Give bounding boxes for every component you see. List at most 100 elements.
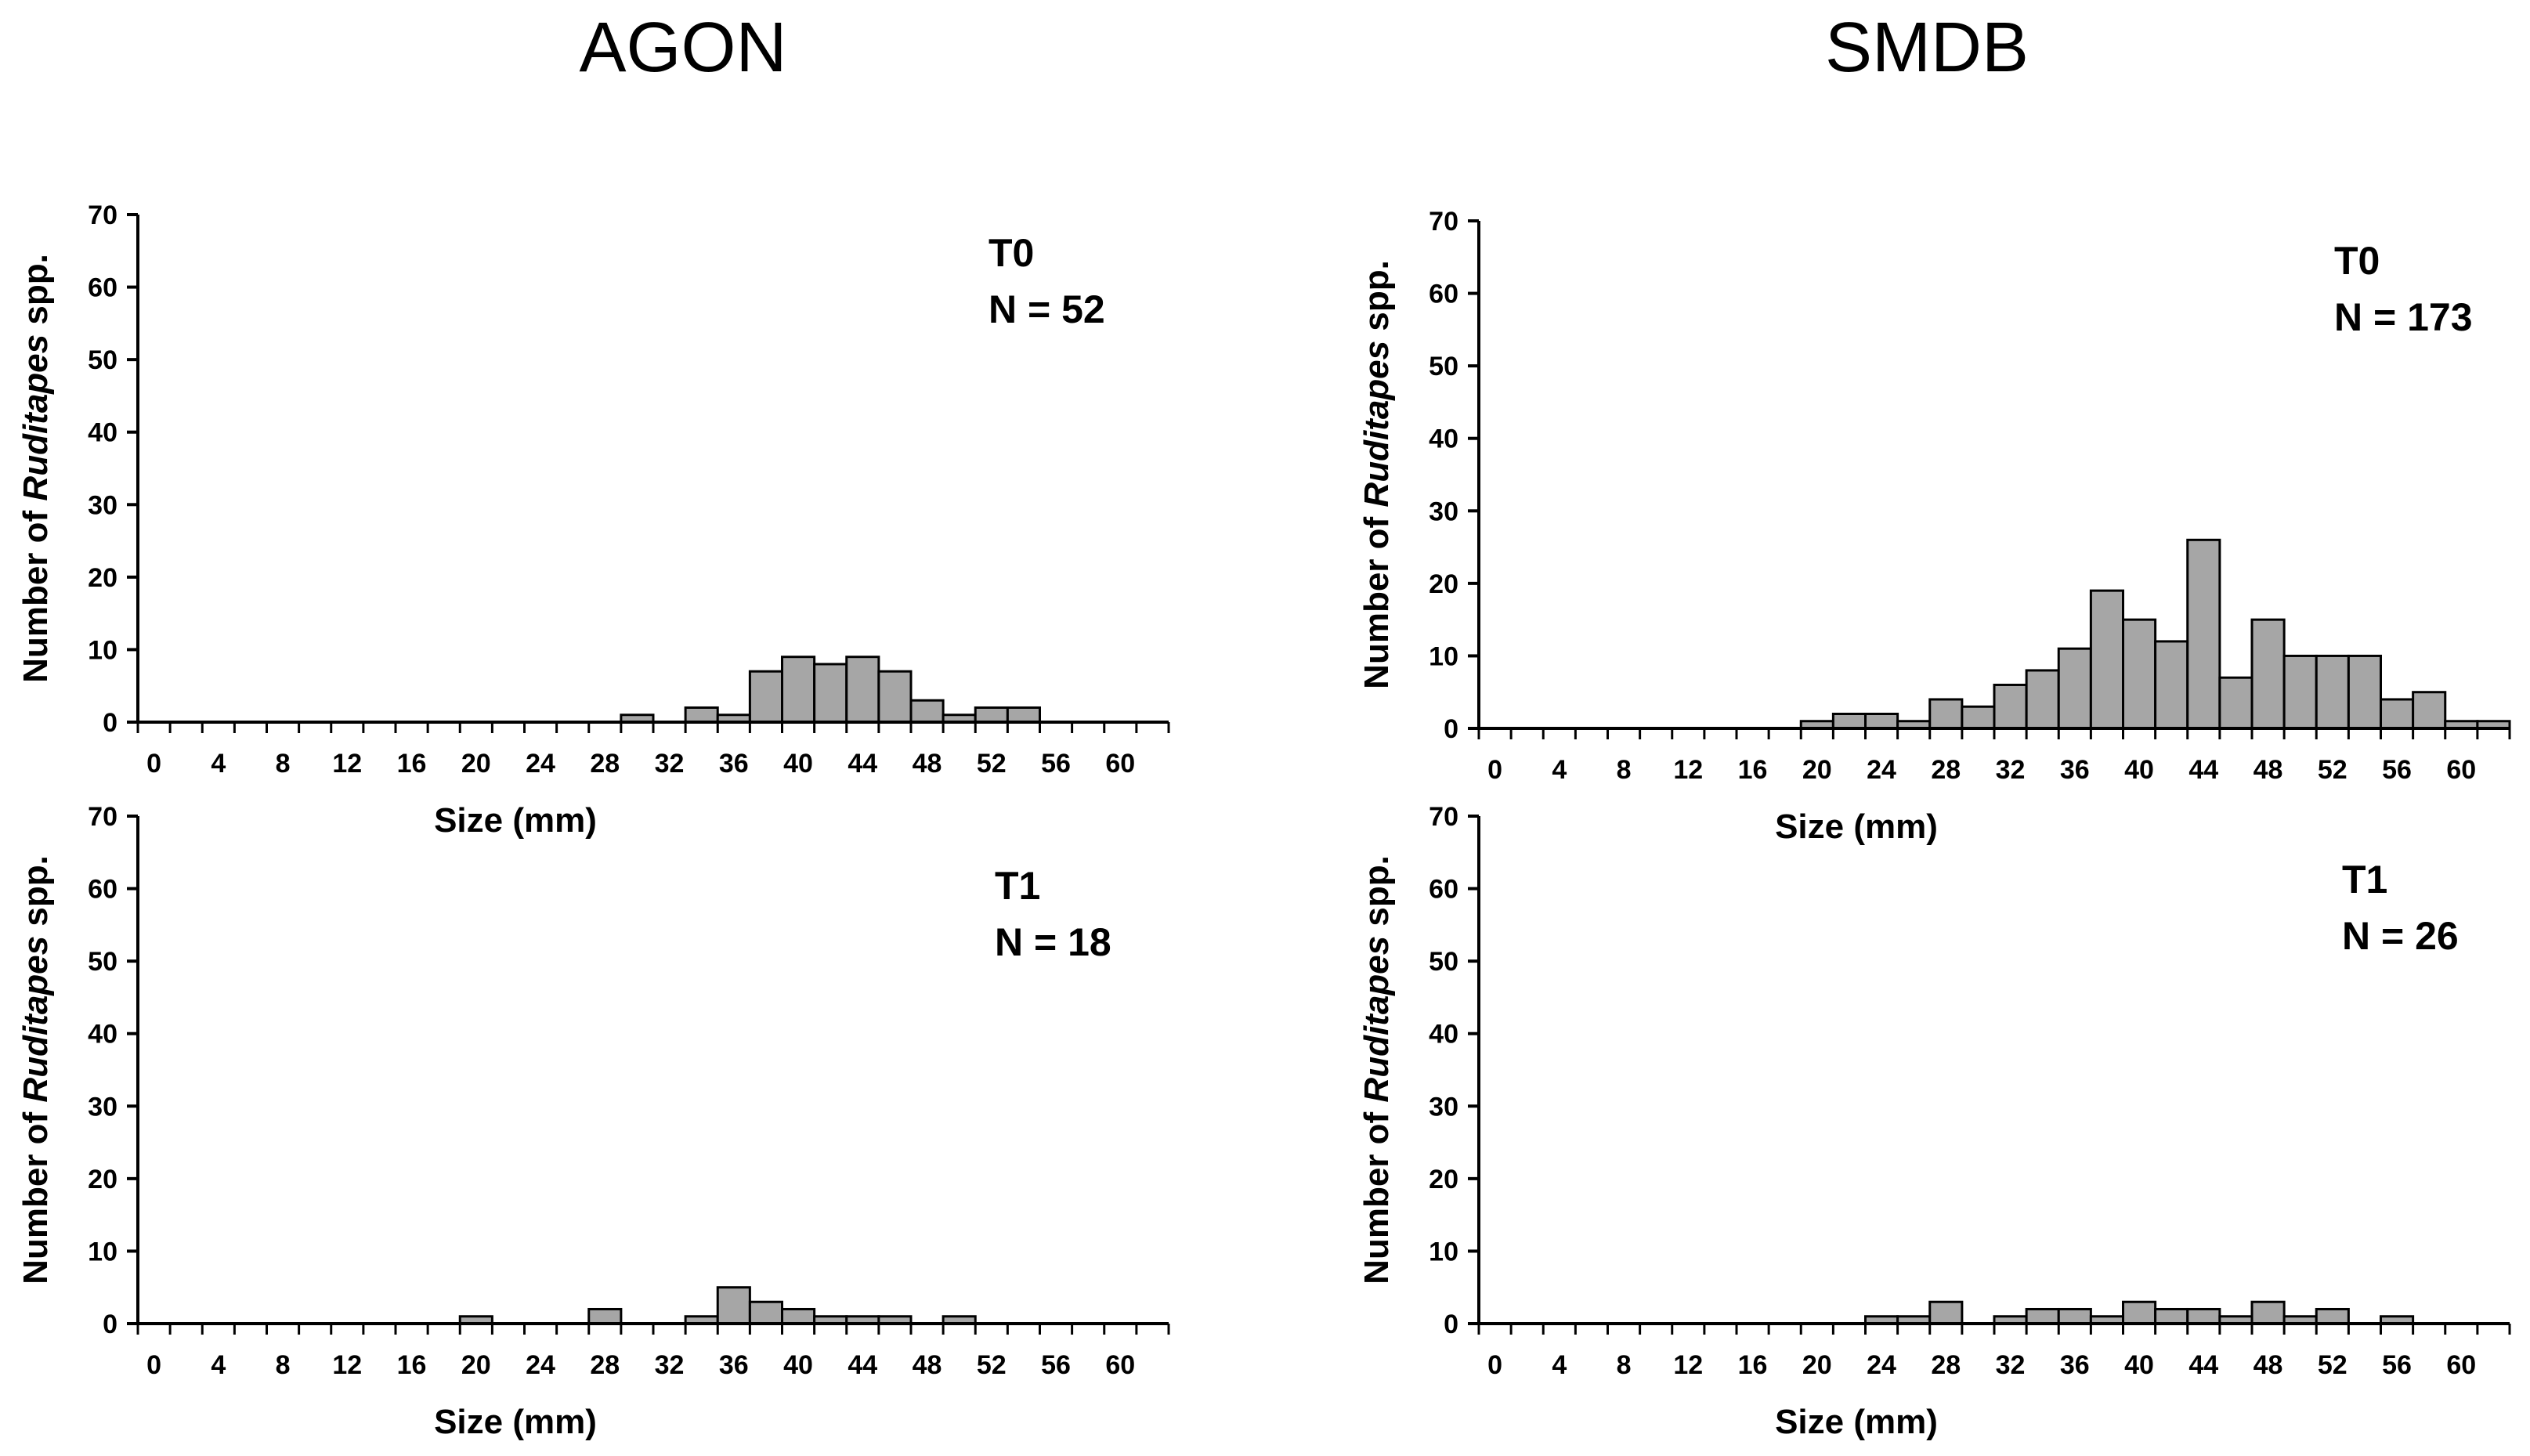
y-tick-label: 40 [1429,425,1458,454]
histogram-bar [2315,654,2350,730]
panel-time-label: T1 [2342,858,2387,901]
y-axis-label-part: spp. [16,855,55,936]
x-tick-label: 0 [1487,755,1502,785]
x-tick-label: 40 [783,1350,813,1380]
y-tick-label: 10 [1429,641,1458,671]
y-tick-label: 20 [88,563,117,593]
histogram-bar [2025,669,2060,730]
column-title-agon: AGON [579,9,787,87]
x-tick-label: 8 [276,1350,291,1380]
y-axis-label-part: spp. [16,254,55,334]
histogram-bar [2380,698,2415,730]
x-tick-label: 44 [2188,755,2218,785]
y-tick-label: 60 [1429,875,1458,905]
x-tick-label: 0 [146,1350,161,1380]
histogram-bar [587,1307,623,1325]
y-tick-label: 60 [88,875,117,905]
histogram-bar [2186,1307,2221,1325]
x-tick-label: 44 [848,1350,877,1380]
x-axis-label: Size (mm) [1775,807,1938,846]
column-title-smdb: SMDB [1824,9,2029,87]
histogram-bar [2025,1307,2060,1325]
y-tick-label: 0 [1444,714,1458,744]
histogram-bar [2250,618,2286,730]
x-tick-label: 24 [1867,755,1896,785]
x-tick-label: 0 [146,749,161,779]
y-tick-label: 60 [1429,280,1458,309]
x-tick-label: 60 [1105,1350,1135,1380]
y-tick-label: 30 [1429,1092,1458,1122]
x-tick-label: 28 [590,1350,620,1380]
x-tick-label: 4 [1552,1350,1567,1380]
y-tick-label: 50 [88,947,117,977]
x-tick-label: 12 [1673,1350,1703,1380]
histogram-bar [2412,691,2447,730]
y-tick-label: 40 [88,1020,117,1050]
y-tick-label: 0 [103,708,117,738]
y-tick-label: 10 [88,1237,117,1266]
histogram-bar [2154,640,2189,730]
x-tick-label: 44 [2188,1350,2218,1380]
histogram-bar [2186,538,2221,730]
x-tick-label: 56 [2382,1350,2412,1380]
histogram-bar [1928,1300,1964,1325]
x-tick-label: 16 [397,749,427,779]
x-tick-label: 36 [2060,1350,2090,1380]
x-tick-label: 40 [2124,755,2154,785]
x-tick-label: 32 [655,749,685,779]
x-axis-label: Size (mm) [434,801,597,840]
y-tick-label: 0 [103,1310,117,1339]
x-tick-label: 56 [1041,1350,1071,1380]
x-tick-label: 52 [2318,1350,2347,1380]
y-tick-label: 20 [88,1165,117,1194]
histogram-bar [2347,654,2382,730]
y-axis-label-part: Number of [16,1103,55,1284]
x-tick-label: 52 [977,1350,1007,1380]
x-tick-label: 36 [719,1350,749,1380]
histogram-bar [2057,647,2092,730]
x-tick-label: 28 [590,749,620,779]
y-axis-label: Number of Ruditapes spp. [1357,260,1396,689]
y-axis-label-part: spp. [1357,260,1396,341]
x-tick-label: 36 [719,749,749,779]
y-tick-label: 50 [88,345,117,375]
x-tick-label: 40 [783,749,813,779]
x-tick-label: 16 [1738,755,1768,785]
histogram-bar [2057,1307,2092,1325]
histogram-bar [909,699,945,724]
x-tick-label: 56 [1041,749,1071,779]
y-axis-label-genus: Ruditapes [16,936,55,1103]
y-tick-label: 40 [1429,1020,1458,1050]
x-tick-label: 32 [655,1350,685,1380]
x-tick-label: 60 [1105,749,1135,779]
x-tick-label: 0 [1487,1350,1502,1380]
x-tick-label: 24 [526,749,555,779]
x-tick-label: 60 [2446,1350,2476,1380]
histogram-bar [2218,676,2254,730]
x-tick-label: 40 [2124,1350,2154,1380]
y-axis-label: Number of Ruditapes spp. [16,855,55,1284]
histogram-bar [684,706,719,724]
histogram-bar [1864,712,1899,730]
x-tick-label: 12 [332,749,362,779]
x-tick-label: 48 [2254,1350,2283,1380]
histogram-bar [748,1300,783,1325]
histogram-bar [2154,1307,2189,1325]
histogram-bar [1928,698,1964,730]
histogram-bar [877,670,913,724]
x-tick-label: 4 [211,749,226,779]
x-tick-label: 12 [332,1350,362,1380]
y-tick-label: 30 [1429,497,1458,526]
x-tick-label: 60 [2446,755,2476,785]
x-tick-label: 36 [2060,755,2090,785]
x-tick-label: 20 [1802,755,1832,785]
x-tick-label: 32 [1996,1350,2026,1380]
y-axis-label: Number of Ruditapes spp. [1357,855,1396,1284]
x-tick-label: 16 [1738,1350,1768,1380]
x-tick-label: 8 [1617,755,1632,785]
y-tick-label: 10 [88,635,117,665]
panel-time-label: T0 [2334,239,2380,283]
